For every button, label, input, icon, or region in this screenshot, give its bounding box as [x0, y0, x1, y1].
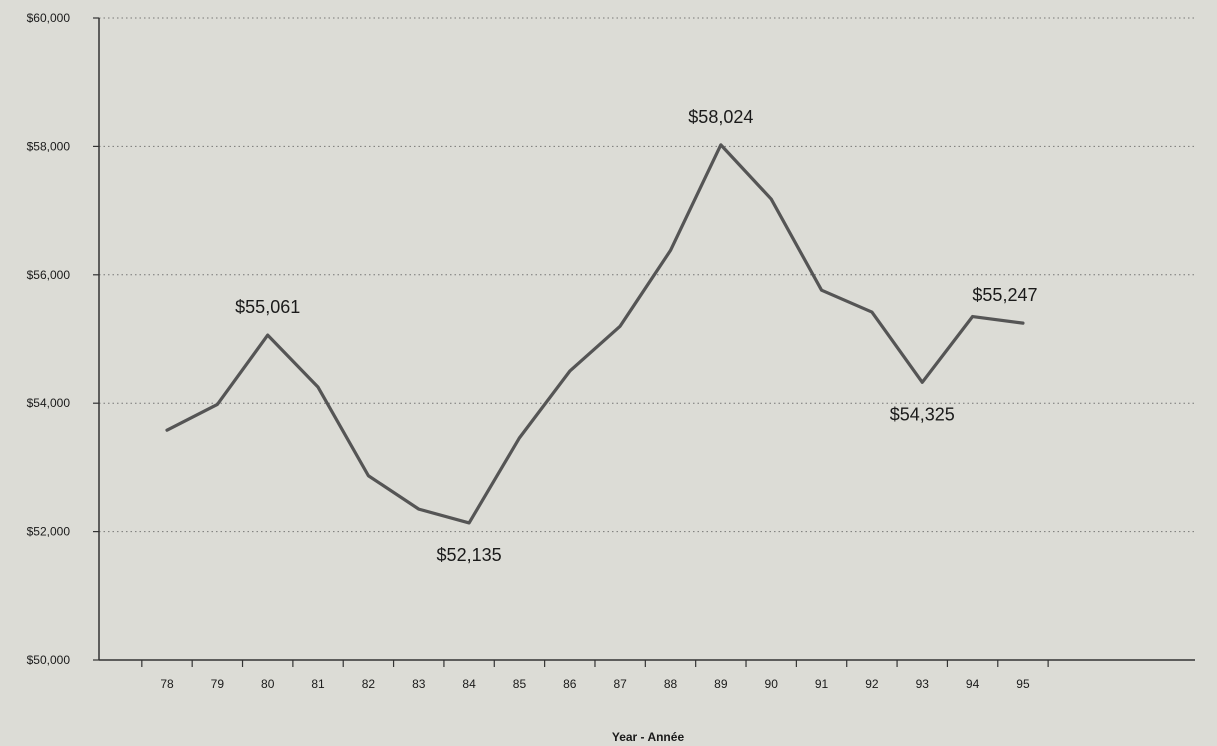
x-tick-label: 84 [462, 677, 476, 691]
x-tick-label: 89 [714, 677, 728, 691]
x-tick-label: 93 [916, 677, 930, 691]
x-tick-label: 90 [765, 677, 779, 691]
data-label: $52,135 [437, 545, 502, 565]
x-axis-ticks: 78 79 80 81 82 83 84 85 86 87 88 89 90 91 92 93 94 95 [141, 660, 1049, 691]
series-group [165, 143, 1025, 525]
x-axis-label: Year - Année [612, 730, 685, 744]
x-tick-label: 87 [613, 677, 627, 691]
x-tick-label: 94 [966, 677, 980, 691]
x-tick-label: 78 [160, 677, 174, 691]
x-tick-label: 95 [1016, 677, 1030, 691]
x-tick-label: 85 [513, 677, 527, 691]
y-tick-label: $50,000 [27, 653, 71, 667]
x-tick-label: 80 [261, 677, 275, 691]
x-tick-label: 83 [412, 677, 426, 691]
data-label: $55,247 [972, 285, 1037, 305]
data-label: $54,325 [890, 404, 955, 424]
data-label: $58,024 [688, 107, 753, 127]
y-tick-label: $54,000 [27, 396, 71, 410]
data-label: $55,061 [235, 297, 300, 317]
y-axis-ticks: $50,000 $52,000 $54,000 $56,000 $58,000 $60,0… [27, 11, 99, 667]
x-tick-label: 82 [362, 677, 376, 691]
series-line [165, 143, 1025, 525]
x-tick-label: 79 [211, 677, 225, 691]
x-tick-label: 91 [815, 677, 829, 691]
x-tick-label: 86 [563, 677, 577, 691]
x-tick-label: 88 [664, 677, 678, 691]
x-tick-label: 81 [311, 677, 325, 691]
grid-lines [99, 17, 1195, 533]
y-tick-label: $56,000 [27, 268, 71, 282]
y-tick-label: $52,000 [27, 525, 71, 539]
axes [98, 18, 1195, 661]
y-tick-label: $58,000 [27, 139, 71, 153]
x-tick-label: 92 [865, 677, 879, 691]
data-labels: $55,061 $52,135 $58,024 $54,325 $55,247 [235, 107, 1037, 565]
y-tick-label: $60,000 [27, 11, 71, 25]
